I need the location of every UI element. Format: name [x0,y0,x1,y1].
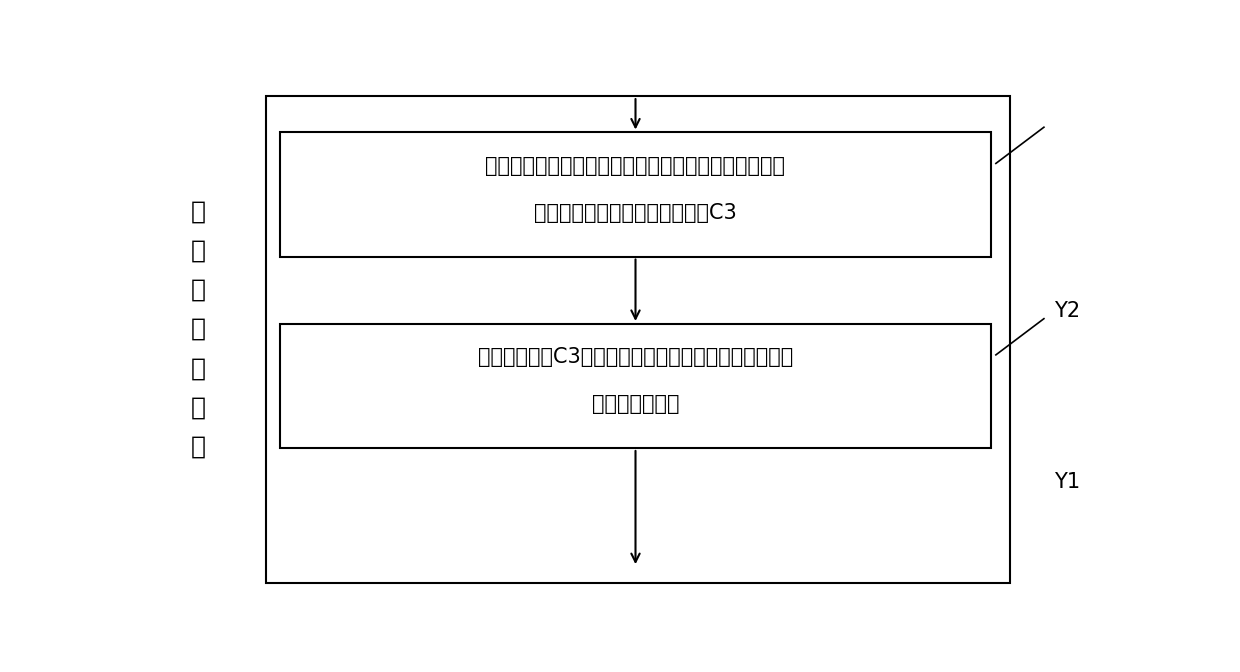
Bar [280,324,991,448]
Text: 根据剩余电量C3判断是否满足报警条件，如果满足报警: 根据剩余电量C3判断是否满足报警条件，如果满足报警 [477,347,794,368]
Text: Y2: Y2 [1054,301,1080,321]
Text: 获取现时电池温度和现时电池电压；并根据现时电池温: 获取现时电池温度和现时电池电压；并根据现时电池温 [486,156,785,176]
Text: 间
隔
设
定
时
长
后: 间 隔 设 定 时 长 后 [191,200,206,458]
Text: 条件则进行报警: 条件则进行报警 [591,394,680,414]
Text: 度和现时电池电压获取剩余电量C3: 度和现时电池电压获取剩余电量C3 [534,202,737,222]
Text: Y1: Y1 [1054,472,1080,492]
Bar [265,96,1011,583]
Bar [280,132,991,257]
